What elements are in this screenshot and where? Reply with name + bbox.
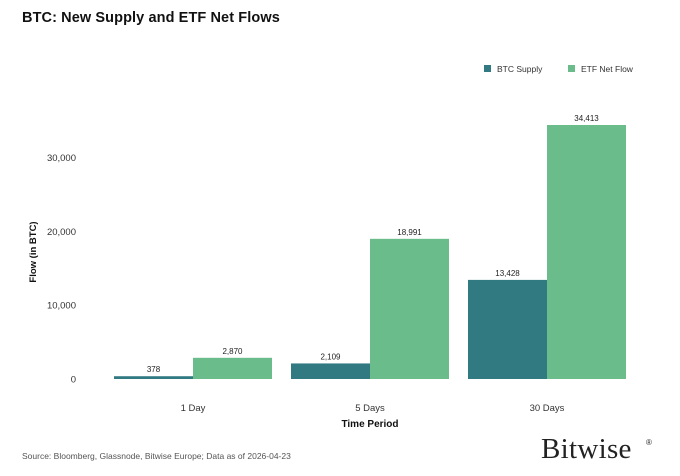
bar-etf-net-flow [547,125,626,379]
y-tick-label: 20,000 [47,227,76,238]
legend-label: ETF Net Flow [581,64,634,74]
bar-value-label: 2,109 [320,352,341,361]
chart-bars [114,125,626,379]
bar-btc-supply [468,279,547,379]
bar-value-label: 13,428 [495,269,520,278]
bar-value-label: 18,991 [397,228,422,237]
chart-legend: BTC Supply ETF Net Flow [484,64,634,74]
registered-mark: ® [646,438,652,447]
x-tick-label: 1 Day [181,403,206,414]
bar-value-label: 2,870 [222,347,243,356]
x-axis-label: Time Period [341,419,398,430]
source-note: Source: Bloomberg, Glassnode, Bitwise Eu… [22,451,291,461]
legend-swatch-etf-net-flow [568,65,575,72]
x-axis: 1 Day 5 Days 30 Days [181,403,565,414]
legend-label: BTC Supply [497,64,543,74]
x-tick-label: 30 Days [530,403,565,414]
bar-btc-supply [114,376,193,379]
y-tick-label: 10,000 [47,301,76,312]
bitwise-logo: Bitwise [541,433,632,465]
x-tick-label: 5 Days [355,403,385,414]
y-axis-label: Flow (in BTC) [28,221,39,282]
chart-title: BTC: New Supply and ETF Net Flows [22,10,280,26]
bar-value-label: 378 [147,365,161,374]
legend-swatch-btc-supply [484,65,491,72]
bar-etf-net-flow [193,357,272,379]
bar-etf-net-flow [370,238,449,379]
bar-value-label: 34,413 [574,114,599,123]
y-tick-label: 0 [71,375,76,386]
bar-btc-supply [291,363,370,379]
bar-data-labels: 378 2,870 2,109 18,991 13,428 34,413 [147,114,599,374]
y-tick-label: 30,000 [47,153,76,164]
y-axis: 0 10,000 20,000 30,000 [47,153,76,385]
